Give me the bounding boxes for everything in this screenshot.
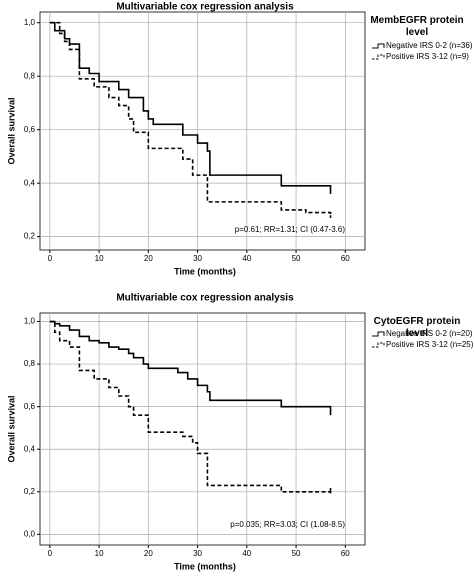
x-tick-label: 30	[193, 549, 202, 558]
x-tick-label: 60	[341, 549, 350, 558]
y-tick-label: 0,4	[24, 178, 36, 187]
y-tick-label: 0,2	[24, 232, 36, 241]
legend-label: Positive IRS 3-12 (n=9)	[386, 52, 469, 61]
y-tick-label: 0,4	[24, 444, 36, 453]
chart-title: Multivariable cox regression analysis	[116, 2, 294, 13]
survival-line	[49, 21, 332, 194]
plot-frame	[39, 312, 366, 546]
x-tick-label: 20	[144, 254, 153, 263]
x-tick-label: 30	[193, 254, 202, 263]
x-tick-label: 20	[144, 549, 153, 558]
legend-swatch	[372, 43, 385, 49]
x-tick-label: 0	[48, 254, 53, 263]
annotation: p=0.61; RR=1.31; CI (0.47-3.6)	[235, 225, 346, 234]
legend-swatch	[372, 342, 385, 348]
survival-line	[49, 320, 332, 494]
x-tick-label: 10	[95, 254, 104, 263]
x-tick-label: 50	[292, 549, 301, 558]
survival-line	[49, 21, 332, 218]
x-tick-label: 40	[242, 549, 251, 558]
y-tick-label: 0,6	[24, 125, 36, 134]
x-axis-label: Time (months)	[174, 266, 236, 276]
legend-swatch	[372, 54, 385, 60]
y-tick-label: 0,0	[24, 529, 36, 538]
legend-swatch	[372, 331, 385, 337]
y-tick-label: 1,0	[24, 317, 36, 326]
x-tick-label: 40	[242, 254, 251, 263]
y-axis-label: Overall survival	[6, 395, 16, 462]
x-tick-label: 10	[95, 549, 104, 558]
x-axis-label: Time (months)	[174, 561, 236, 571]
annotation: p=0.035; RR=3.03; CI (1.08-8.5)	[230, 520, 345, 529]
legend-title: MembEGFR protein level	[370, 15, 464, 38]
legend-label: Negative IRS 0-2 (n=20)	[386, 329, 473, 338]
legend-label: Positive IRS 3-12 (n=25)	[386, 340, 474, 349]
plot-frame	[39, 11, 366, 251]
legend-title: CytoEGFR protein level	[373, 316, 461, 339]
x-tick-label: 50	[292, 254, 301, 263]
y-tick-label: 0,8	[24, 71, 36, 80]
x-tick-label: 60	[341, 254, 350, 263]
y-tick-label: 0,6	[24, 402, 36, 411]
survival-line	[49, 320, 332, 416]
y-tick-label: 0,8	[24, 359, 36, 368]
legend-label: Negative IRS 0-2 (n=36)	[386, 41, 473, 50]
y-tick-label: 1,0	[24, 18, 36, 27]
chart-title: Multivariable cox regression analysis	[116, 293, 294, 304]
y-axis-label: Overall survival	[6, 97, 16, 164]
y-tick-label: 0,2	[24, 487, 36, 496]
x-tick-label: 0	[48, 549, 53, 558]
